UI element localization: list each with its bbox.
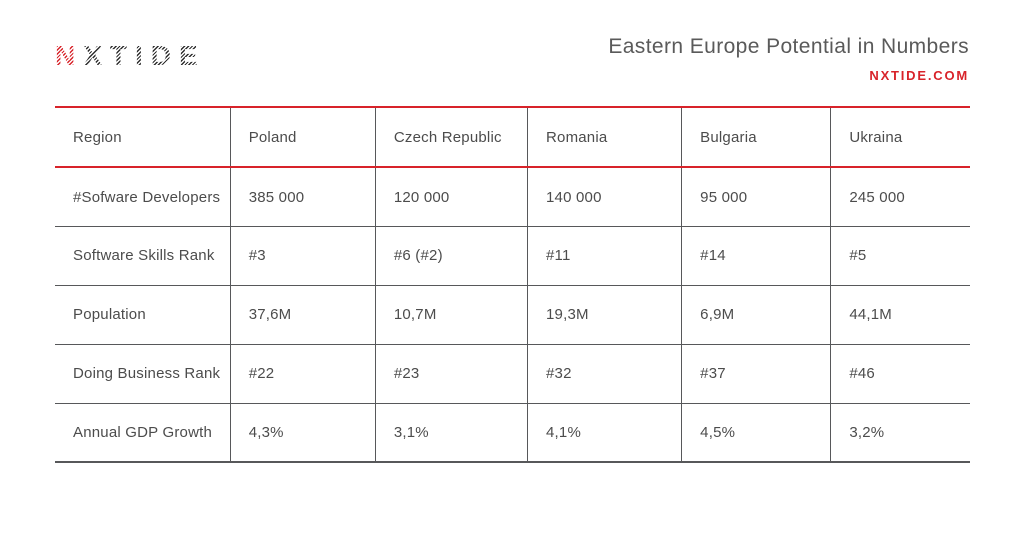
logo-accent-letter: N [55, 40, 84, 71]
value-cell: #37 [681, 344, 831, 404]
column-header-bulgaria: Bulgaria [681, 106, 831, 169]
value-cell: #23 [374, 344, 528, 404]
row-label-cell: Doing Business Rank [55, 344, 231, 404]
value-cell: 6,9M [681, 285, 831, 345]
value-cell: 37,6M [229, 285, 376, 345]
table-row-population: Population 37,6M 10,7M 19,3M 6,9M 44,1M [55, 285, 970, 345]
header-row: Region Poland Czech Republic Romania Bul… [55, 106, 970, 169]
data-table: Region Poland Czech Republic Romania Bul… [55, 106, 970, 464]
value-cell: 10,7M [374, 285, 528, 345]
value-cell: 140 000 [526, 167, 682, 227]
column-header-romania: Romania [526, 106, 682, 169]
nxtide-logo: NXTIDE [55, 34, 206, 72]
row-label-cell: Software Skills Rank [55, 226, 231, 286]
value-cell: #5 [830, 226, 970, 286]
table-row-software-developers: #Sofware Developers 385 000 120 000 140 … [55, 167, 970, 227]
value-cell: #3 [229, 226, 376, 286]
value-cell: 4,1% [526, 403, 682, 464]
column-header-czech-republic: Czech Republic [374, 106, 528, 169]
data-table-container: Region Poland Czech Republic Romania Bul… [55, 106, 970, 464]
value-cell: 385 000 [229, 167, 376, 227]
value-cell: #6 (#2) [374, 226, 528, 286]
value-cell: 44,1M [830, 285, 970, 345]
top-bar: NXTIDE Eastern Europe Potential in Numbe… [0, 0, 1024, 83]
logo-text: XTIDE [83, 40, 206, 71]
table-row-doing-business-rank: Doing Business Rank #22 #23 #32 #37 #46 [55, 344, 970, 404]
table-row-software-skills-rank: Software Skills Rank #3 #6 (#2) #11 #14 … [55, 226, 970, 286]
value-cell: #32 [526, 344, 682, 404]
value-cell: #46 [830, 344, 970, 404]
value-cell: 4,3% [229, 403, 376, 464]
row-label-cell: Annual GDP Growth [55, 403, 231, 464]
value-cell: 120 000 [374, 167, 528, 227]
value-cell: 3,1% [374, 403, 528, 464]
value-cell: #14 [681, 226, 831, 286]
page-title: Eastern Europe Potential in Numbers [608, 35, 969, 58]
value-cell: #11 [526, 226, 682, 286]
value-cell: 95 000 [681, 167, 831, 227]
table-row-annual-gdp-growth: Annual GDP Growth 4,3% 3,1% 4,1% 4,5% 3,… [55, 403, 970, 464]
row-label-cell: #Sofware Developers [55, 167, 231, 227]
column-header-ukraina: Ukraina [830, 106, 970, 169]
website-url: NXTIDE.COM [869, 68, 969, 84]
value-cell: 19,3M [526, 285, 682, 345]
value-cell: 4,5% [681, 403, 831, 464]
value-cell: 3,2% [830, 403, 970, 464]
column-header-poland: Poland [229, 106, 376, 169]
title-block: Eastern Europe Potential in Numbers NXTI… [608, 34, 969, 83]
column-header-region: Region [55, 106, 231, 169]
row-label-cell: Population [55, 285, 231, 345]
value-cell: #22 [229, 344, 376, 404]
value-cell: 245 000 [830, 167, 970, 227]
